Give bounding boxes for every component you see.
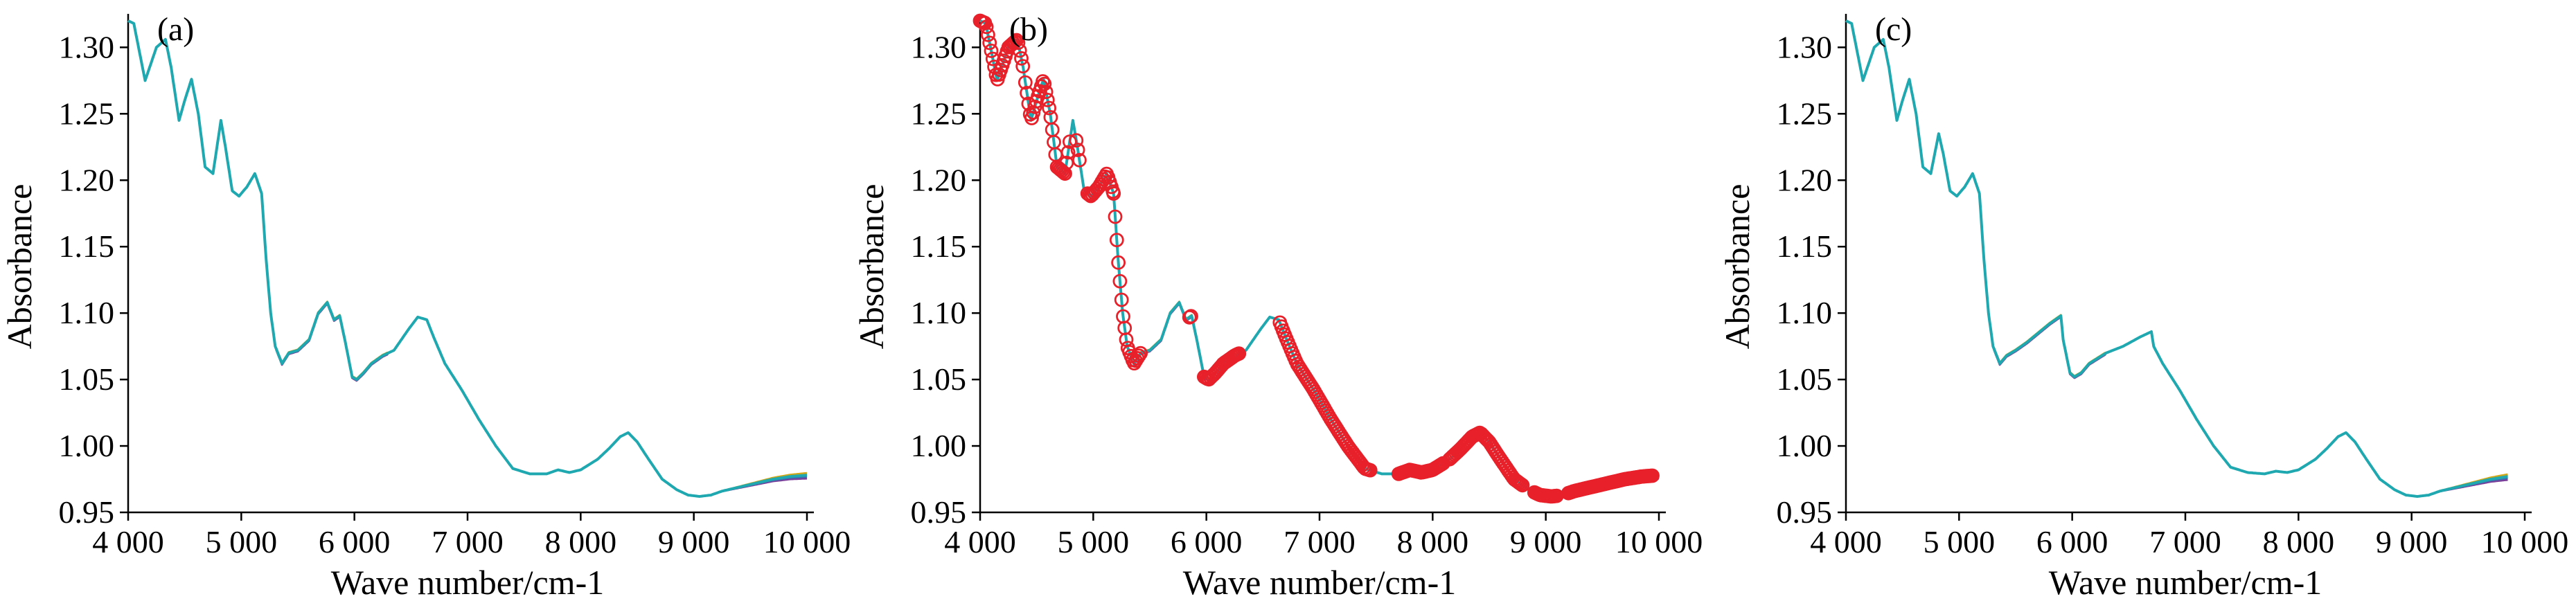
x-tick-label-c: 10 000 bbox=[2481, 524, 2569, 559]
y-tick-label-b: 1.00 bbox=[911, 428, 967, 463]
selected-marker bbox=[1072, 152, 1087, 168]
y-tick-label-a: 0.95 bbox=[59, 494, 115, 530]
x-tick-label-b: 8 000 bbox=[1397, 524, 1469, 559]
selected-marker bbox=[1108, 209, 1123, 224]
x-axis-title-b: Wave number/cm-1 bbox=[1183, 563, 1456, 602]
y-tick-label-a: 1.10 bbox=[59, 295, 115, 330]
plot-area-b: 0.95 1.00 1.05 1.10 1.15 1.20 1.25 1.30 4 000 5 0… bbox=[911, 13, 1703, 559]
y-tick-label-c: 1.10 bbox=[1777, 295, 1833, 330]
x-tick-label-a: 8 000 bbox=[545, 524, 617, 559]
selected-marker bbox=[1058, 166, 1072, 181]
selected-marker bbox=[1069, 133, 1084, 148]
x-tick-label-a: 7 000 bbox=[432, 524, 504, 559]
y-tick-label-b: 0.95 bbox=[911, 494, 967, 530]
panel-label-a: (a) bbox=[157, 11, 194, 48]
y-tick-label-c: 1.05 bbox=[1777, 361, 1833, 397]
selected-marker bbox=[1109, 233, 1124, 248]
selected-marker bbox=[1515, 478, 1530, 493]
selected-marker bbox=[1184, 309, 1198, 324]
plot-area-a: 0.95 1.00 1.05 1.10 1.15 1.20 1.25 1.30 4 000 5 0… bbox=[59, 14, 851, 559]
x-tick-label-b: 5 000 bbox=[1058, 524, 1130, 559]
y-tick-label-c: 0.95 bbox=[1777, 494, 1833, 530]
y-tick-label-a: 1.20 bbox=[59, 162, 115, 197]
x-tick-label-c: 4 000 bbox=[1810, 524, 1882, 559]
y-tick-label-c: 1.00 bbox=[1777, 428, 1833, 463]
x-tick-label-b: 10 000 bbox=[1615, 524, 1703, 559]
x-tick-label-a: 6 000 bbox=[319, 524, 391, 559]
selected-marker bbox=[1362, 463, 1378, 478]
plot-area-c: 0.95 1.00 1.05 1.10 1.15 1.20 1.25 1.30 4 000 5 0… bbox=[1777, 14, 2569, 559]
y-tick-label-a: 1.00 bbox=[59, 428, 115, 463]
selected-marker bbox=[1054, 163, 1069, 179]
selected-marker bbox=[1112, 273, 1128, 289]
selected-marker bbox=[1111, 255, 1126, 270]
x-tick-label-c: 5 000 bbox=[1924, 524, 1996, 559]
x-tick-label-a: 10 000 bbox=[763, 524, 851, 559]
y-tick-label-c: 1.20 bbox=[1777, 162, 1833, 197]
x-tick-label-a: 9 000 bbox=[658, 524, 730, 559]
selected-marker bbox=[1011, 35, 1026, 51]
x-tick-label-b: 6 000 bbox=[1171, 524, 1243, 559]
selected-marker bbox=[982, 35, 997, 51]
y-axis-title-a: Absorbance bbox=[0, 184, 39, 350]
selected-markers-b bbox=[972, 13, 1660, 504]
selected-marker bbox=[1018, 75, 1033, 90]
spectrum-line-a bbox=[127, 19, 808, 498]
x-tick-label-a: 5 000 bbox=[206, 524, 278, 559]
selected-marker bbox=[1232, 346, 1247, 361]
selected-marker bbox=[1060, 145, 1076, 160]
y-tick-label-a: 1.30 bbox=[59, 29, 115, 64]
y-axis-title-c: Absorbance bbox=[1718, 184, 1757, 350]
selected-marker bbox=[1042, 100, 1056, 116]
y-tick-label-b: 1.25 bbox=[911, 96, 967, 131]
chart-panel-c: 0.95 1.00 1.05 1.10 1.15 1.20 1.25 1.30 4 000 5 0… bbox=[1718, 11, 2568, 602]
panel-label-c: (c) bbox=[1875, 11, 1912, 48]
selected-marker bbox=[1037, 76, 1052, 91]
selected-marker bbox=[1056, 165, 1071, 180]
selected-marker bbox=[1133, 346, 1148, 361]
y-tick-label-b: 1.30 bbox=[911, 29, 967, 64]
selected-marker bbox=[1070, 143, 1085, 157]
y-tick-label-a: 1.15 bbox=[59, 228, 115, 264]
selected-marker bbox=[1015, 59, 1031, 73]
x-axis-title-a: Wave number/cm-1 bbox=[331, 563, 604, 602]
y-tick-label-b: 1.05 bbox=[911, 361, 967, 397]
x-tick-label-c: 9 000 bbox=[2376, 524, 2448, 559]
panel-label-b: (b) bbox=[1009, 11, 1048, 48]
selected-marker bbox=[1012, 43, 1027, 58]
y-axis-title-b: Absorbance bbox=[852, 184, 891, 350]
chart-panel-a: 0.95 1.00 1.05 1.10 1.15 1.20 1.25 1.30 4 000 5 0… bbox=[0, 11, 851, 602]
selected-marker bbox=[1106, 186, 1121, 201]
y-tick-label-b: 1.15 bbox=[911, 228, 967, 264]
selected-marker bbox=[1040, 92, 1055, 107]
selected-marker bbox=[1114, 292, 1129, 307]
y-tick-label-b: 1.20 bbox=[911, 162, 967, 197]
x-tick-label-b: 9 000 bbox=[1510, 524, 1582, 559]
spectrum-line-c bbox=[1845, 19, 2508, 498]
x-tick-label-c: 6 000 bbox=[2036, 524, 2108, 559]
x-tick-label-c: 8 000 bbox=[2263, 524, 2335, 559]
selected-marker bbox=[984, 44, 999, 58]
x-tick-label-c: 7 000 bbox=[2149, 524, 2221, 559]
selected-marker bbox=[981, 27, 995, 42]
y-tick-label-a: 1.05 bbox=[59, 361, 115, 397]
selected-marker bbox=[1038, 84, 1054, 100]
selected-marker bbox=[1645, 468, 1660, 483]
y-tick-label-c: 1.15 bbox=[1777, 228, 1833, 264]
selected-marker bbox=[1131, 348, 1146, 364]
y-tick-label-c: 1.30 bbox=[1777, 29, 1833, 64]
selected-marker bbox=[979, 19, 994, 35]
chart-panel-b: 0.95 1.00 1.05 1.10 1.15 1.20 1.25 1.30 4 000 5 0… bbox=[852, 11, 1703, 602]
x-axis-title-c: Wave number/cm-1 bbox=[2049, 563, 2322, 602]
selected-marker bbox=[1063, 134, 1077, 150]
x-tick-label-b: 7 000 bbox=[1283, 524, 1356, 559]
y-tick-label-c: 1.25 bbox=[1777, 96, 1833, 131]
y-tick-label-b: 1.10 bbox=[911, 295, 967, 330]
x-tick-label-a: 4 000 bbox=[92, 524, 164, 559]
selected-marker bbox=[1014, 51, 1029, 66]
x-tick-label-b: 4 000 bbox=[944, 524, 1016, 559]
y-tick-label-a: 1.25 bbox=[59, 96, 115, 131]
